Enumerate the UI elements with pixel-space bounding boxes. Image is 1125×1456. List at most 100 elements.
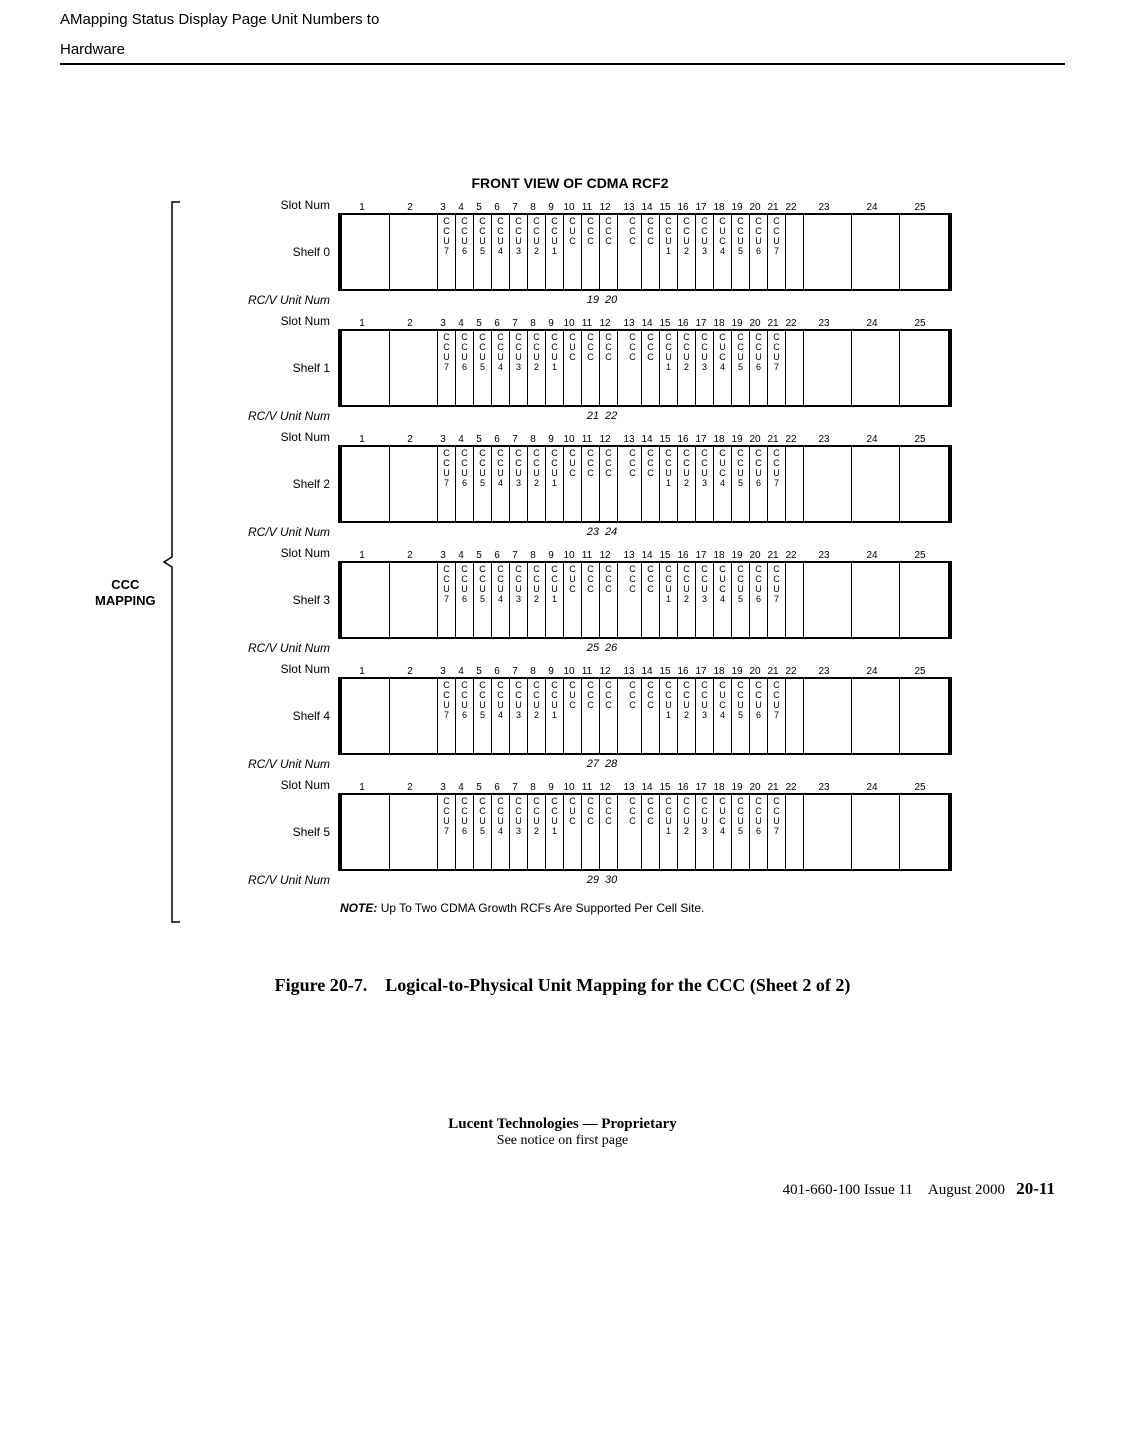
rack-slot: CCU7 bbox=[768, 563, 786, 637]
card-label: CCC bbox=[642, 331, 659, 363]
card-label bbox=[786, 795, 803, 797]
rack-slot: CCC bbox=[600, 795, 618, 869]
rack-slot: CCC bbox=[582, 331, 600, 405]
slot-number: 12 bbox=[596, 318, 614, 329]
shelf-name: Shelf 0 bbox=[190, 245, 338, 259]
rack-slot: CCU2 bbox=[678, 563, 696, 637]
slot-number: 7 bbox=[506, 202, 524, 213]
slot-number: 11 bbox=[578, 782, 596, 793]
slot-number: 10 bbox=[560, 666, 578, 677]
slot-nums: 1234567891011121314151617181920212223242… bbox=[338, 313, 944, 329]
rack-slot: CCU3 bbox=[510, 331, 528, 405]
rack-slot: CCU7 bbox=[438, 331, 456, 405]
card-label bbox=[786, 679, 803, 681]
slot-number: 15 bbox=[656, 782, 674, 793]
note-text: Up To Two CDMA Growth RCFs Are Supported… bbox=[381, 901, 705, 915]
rack-slot: CCU3 bbox=[696, 563, 714, 637]
rack-slot bbox=[900, 331, 948, 405]
slot-number: 4 bbox=[452, 666, 470, 677]
rack-slot: CCU7 bbox=[438, 563, 456, 637]
card-label bbox=[786, 331, 803, 333]
card-label: CCU4 bbox=[492, 679, 509, 721]
card-label: CCU7 bbox=[768, 795, 785, 837]
card-label: CCU5 bbox=[732, 215, 749, 257]
slot-number: 3 bbox=[434, 318, 452, 329]
card-label: CCU6 bbox=[750, 447, 767, 489]
card-label: CCU7 bbox=[768, 331, 785, 373]
rack-slot: CCU5 bbox=[732, 795, 750, 869]
slot-number: 3 bbox=[434, 666, 452, 677]
rack-slot: CCC bbox=[582, 563, 600, 637]
rack-slot bbox=[852, 331, 900, 405]
shelf-name: Shelf 1 bbox=[190, 361, 338, 375]
slot-number: 14 bbox=[638, 434, 656, 445]
slot-num-label: Slot Num bbox=[190, 430, 338, 444]
rack-slot: CCU6 bbox=[456, 447, 474, 521]
diagram-title: FRONT VIEW OF CDMA RCF2 bbox=[250, 175, 890, 191]
slot-number: 22 bbox=[782, 202, 800, 213]
rack-slot: CUC bbox=[564, 447, 582, 521]
slot-number: 3 bbox=[434, 434, 452, 445]
slot-number: 16 bbox=[674, 666, 692, 677]
card-label: CCC bbox=[624, 563, 641, 595]
card-label bbox=[342, 215, 389, 217]
slot-number: 21 bbox=[764, 318, 782, 329]
page-number-row: 401-660-100 Issue 11 August 2000 20-11 bbox=[0, 1179, 1125, 1199]
shelf-block: Slot Num12345678910111213141516171819202… bbox=[190, 661, 952, 773]
slot-number: 1 bbox=[338, 318, 386, 329]
rack-slot bbox=[786, 447, 804, 521]
card-label bbox=[342, 563, 389, 565]
rack-slot: CCU7 bbox=[438, 795, 456, 869]
card-label bbox=[342, 679, 389, 681]
doc-header-1: AMapping Status Display Page Unit Number… bbox=[0, 0, 1125, 30]
rack-slot: CCU1 bbox=[660, 563, 678, 637]
rc-row: RC/V Unit Num2728 bbox=[190, 755, 952, 773]
rack-slot: CCU7 bbox=[768, 679, 786, 753]
rc-right: 24 bbox=[601, 526, 655, 538]
rack-slot: CUC4 bbox=[714, 679, 732, 753]
rack-slot: CCU5 bbox=[474, 215, 492, 289]
rc-right: 26 bbox=[601, 642, 655, 654]
card-label bbox=[852, 215, 899, 217]
slot-number: 21 bbox=[764, 202, 782, 213]
slot-number: 7 bbox=[506, 318, 524, 329]
rack-slot bbox=[390, 563, 438, 637]
card-label: CCU5 bbox=[474, 331, 491, 373]
rack-slot bbox=[804, 679, 852, 753]
rack-slot bbox=[804, 795, 852, 869]
card-label bbox=[852, 331, 899, 333]
rack-slot bbox=[804, 447, 852, 521]
rack-slot bbox=[390, 679, 438, 753]
slot-number: 24 bbox=[848, 666, 896, 677]
card-label: CCU6 bbox=[456, 447, 473, 489]
rc-label: RC/V Unit Num bbox=[190, 293, 338, 307]
slot-number: 12 bbox=[596, 202, 614, 213]
rack-slot: CCU5 bbox=[474, 331, 492, 405]
card-label: CCU6 bbox=[456, 679, 473, 721]
slot-nums: 1234567891011121314151617181920212223242… bbox=[338, 777, 944, 793]
slot-number: 5 bbox=[470, 202, 488, 213]
card-label: CCU4 bbox=[492, 331, 509, 373]
rack-slot bbox=[390, 795, 438, 869]
rack-slot: CCU3 bbox=[696, 795, 714, 869]
rack: CCU7CCU6CCU5CCU4CCU3CCU2CCU1CUCCCCCCCCCC… bbox=[338, 213, 952, 291]
card-label: CUC bbox=[564, 795, 581, 827]
slot-num-row: Slot Num12345678910111213141516171819202… bbox=[190, 545, 952, 561]
slot-nums: 1234567891011121314151617181920212223242… bbox=[338, 545, 944, 561]
rack-slot bbox=[786, 563, 804, 637]
rack-slot: CCU1 bbox=[546, 215, 564, 289]
slot-number: 1 bbox=[338, 202, 386, 213]
rack-slot: CCU3 bbox=[510, 447, 528, 521]
card-label: CCU5 bbox=[732, 679, 749, 721]
card-label: CCU6 bbox=[456, 215, 473, 257]
card-label bbox=[342, 331, 389, 333]
slot-number: 17 bbox=[692, 434, 710, 445]
card-label: CCU4 bbox=[492, 563, 509, 605]
shelf-name: Shelf 3 bbox=[190, 593, 338, 607]
slot-number: 12 bbox=[596, 782, 614, 793]
rack-slot: CCU6 bbox=[456, 679, 474, 753]
rack-slot bbox=[900, 447, 948, 521]
rack-slot bbox=[852, 447, 900, 521]
slot-number: 13 bbox=[620, 550, 638, 561]
shelf-name: Shelf 2 bbox=[190, 477, 338, 491]
